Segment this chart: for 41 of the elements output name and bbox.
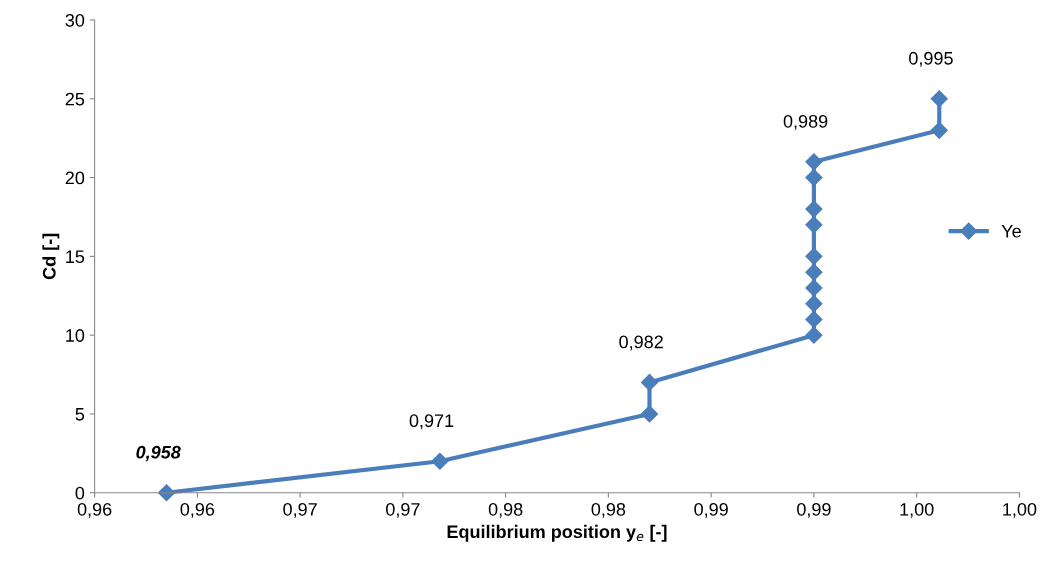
x-tick-label: 0,97 (386, 502, 420, 518)
x-tick-label: 0,98 (488, 502, 523, 518)
point (640, 373, 659, 391)
x-axis-title: Equilibrium position y$_{e}$ [-] (447, 524, 667, 542)
y-tick-label: 0 (75, 486, 85, 500)
point (805, 326, 823, 344)
annotation: 0,995 (909, 51, 953, 67)
y-tick-label: 15 (66, 250, 85, 264)
y-tick-label: 5 (75, 408, 85, 421)
point (157, 484, 176, 502)
x-tick-label: 0,99 (797, 502, 831, 518)
point (805, 263, 823, 281)
x-tick-label: 1,00 (900, 502, 934, 518)
point (805, 216, 823, 234)
x-tick-label: 1,00 (1003, 502, 1037, 518)
point (805, 247, 823, 265)
x-tick-label: 0,99 (694, 502, 728, 518)
annotation: 0,958 (136, 445, 181, 462)
point (805, 153, 823, 171)
y-tick-label: 30 (65, 13, 85, 27)
annotation: 0,982 (619, 335, 663, 351)
y-tick-label: 20 (65, 171, 85, 185)
x-tick-label: 0,97 (283, 502, 317, 518)
point (805, 200, 823, 218)
point (805, 169, 823, 187)
point (431, 452, 449, 470)
annotation: 0,989 (783, 114, 828, 130)
point (805, 279, 823, 297)
point (930, 121, 948, 139)
y-tick-label: 25 (65, 92, 85, 106)
annotation: 0,971 (409, 414, 454, 430)
legend-label: Ye (1001, 224, 1021, 238)
x-tick-label: 0,98 (591, 502, 626, 518)
x-tick-label: 0,96 (180, 502, 215, 518)
x-tick-label: 0,96 (77, 502, 112, 518)
point (640, 405, 659, 423)
point (805, 295, 823, 313)
y-tick-label: 10 (66, 329, 85, 342)
point (805, 310, 823, 328)
point (930, 90, 948, 108)
y-axis-title: Cd [-] (42, 233, 60, 280)
